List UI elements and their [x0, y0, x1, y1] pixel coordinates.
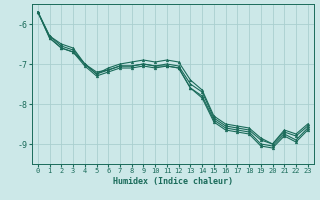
X-axis label: Humidex (Indice chaleur): Humidex (Indice chaleur)	[113, 177, 233, 186]
